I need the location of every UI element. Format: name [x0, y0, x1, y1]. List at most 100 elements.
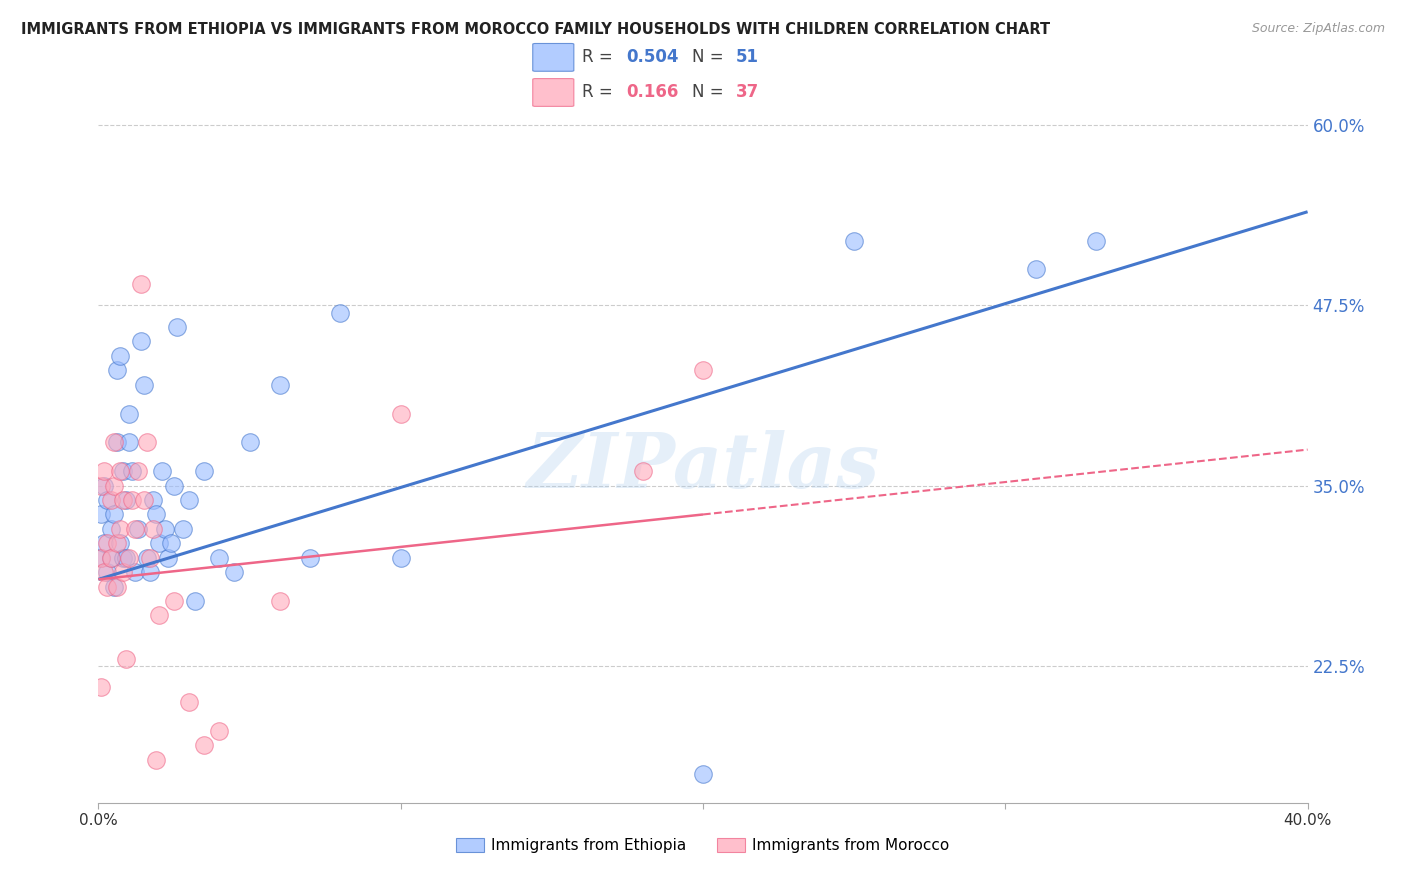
Point: [129, 334, 152, 349]
Point: [105, 580, 128, 594]
Point: [103, 435, 125, 450]
Point: [105, 363, 128, 377]
Point: [179, 493, 201, 508]
Point: [124, 565, 146, 579]
Point: [1024, 262, 1046, 277]
Point: [389, 550, 412, 565]
Text: 37: 37: [735, 84, 759, 102]
Point: [145, 508, 167, 522]
Point: [163, 478, 186, 492]
Text: 0.504: 0.504: [626, 48, 679, 66]
Point: [156, 550, 179, 565]
Legend: Immigrants from Ethiopia, Immigrants from Morocco: Immigrants from Ethiopia, Immigrants fro…: [450, 831, 956, 859]
Point: [844, 234, 866, 248]
Point: [224, 565, 246, 579]
Point: [692, 363, 714, 377]
Point: [90, 550, 112, 565]
Point: [108, 536, 131, 550]
Point: [96, 565, 118, 579]
Point: [142, 493, 165, 508]
Point: [299, 550, 322, 565]
Point: [132, 377, 155, 392]
Point: [111, 550, 134, 565]
Point: [103, 580, 125, 594]
Point: [150, 464, 173, 478]
Point: [121, 493, 143, 508]
Point: [239, 435, 262, 450]
Point: [166, 320, 188, 334]
Point: [135, 435, 157, 450]
Point: [114, 651, 136, 665]
Point: [631, 464, 654, 478]
Point: [114, 493, 136, 508]
Point: [100, 493, 122, 508]
Point: [184, 594, 207, 608]
Point: [160, 536, 183, 550]
Point: [90, 681, 112, 695]
Point: [93, 536, 115, 550]
Point: [145, 753, 167, 767]
Point: [179, 695, 201, 709]
Point: [329, 306, 352, 320]
Point: [124, 522, 146, 536]
Point: [108, 349, 131, 363]
Text: N =: N =: [692, 48, 728, 66]
Point: [111, 464, 134, 478]
Point: [121, 464, 143, 478]
Text: R =: R =: [582, 84, 619, 102]
Point: [148, 608, 170, 623]
Point: [93, 478, 115, 492]
Point: [389, 407, 412, 421]
Point: [108, 464, 131, 478]
Point: [96, 580, 118, 594]
Point: [103, 508, 125, 522]
Text: Source: ZipAtlas.com: Source: ZipAtlas.com: [1251, 22, 1385, 36]
Point: [129, 277, 152, 291]
Point: [193, 464, 215, 478]
Text: ZIPatlas: ZIPatlas: [526, 431, 880, 504]
Point: [208, 550, 231, 565]
Point: [139, 565, 162, 579]
Point: [96, 536, 118, 550]
Point: [193, 738, 215, 752]
Point: [208, 723, 231, 738]
Point: [96, 493, 118, 508]
Text: 0.166: 0.166: [626, 84, 678, 102]
FancyBboxPatch shape: [533, 78, 574, 106]
Point: [269, 594, 291, 608]
Point: [108, 522, 131, 536]
Point: [692, 767, 714, 781]
Point: [139, 550, 162, 565]
Point: [142, 522, 165, 536]
Point: [118, 550, 141, 565]
Text: IMMIGRANTS FROM ETHIOPIA VS IMMIGRANTS FROM MOROCCO FAMILY HOUSEHOLDS WITH CHILD: IMMIGRANTS FROM ETHIOPIA VS IMMIGRANTS F…: [21, 22, 1050, 37]
Point: [1085, 234, 1108, 248]
Point: [172, 522, 194, 536]
Point: [100, 550, 122, 565]
Point: [111, 565, 134, 579]
Point: [148, 536, 170, 550]
Point: [163, 594, 186, 608]
Point: [100, 522, 122, 536]
Point: [118, 435, 141, 450]
Point: [93, 565, 115, 579]
Point: [105, 435, 128, 450]
Point: [135, 550, 157, 565]
Text: 51: 51: [735, 48, 759, 66]
Point: [114, 550, 136, 565]
Text: R =: R =: [582, 48, 619, 66]
Point: [132, 493, 155, 508]
Point: [153, 522, 176, 536]
Point: [127, 522, 149, 536]
FancyBboxPatch shape: [533, 44, 574, 71]
Point: [118, 407, 141, 421]
Point: [127, 464, 149, 478]
Point: [90, 550, 112, 565]
Point: [90, 478, 112, 492]
Point: [269, 377, 291, 392]
Point: [100, 550, 122, 565]
Text: N =: N =: [692, 84, 728, 102]
Point: [103, 478, 125, 492]
Point: [93, 464, 115, 478]
Point: [105, 536, 128, 550]
